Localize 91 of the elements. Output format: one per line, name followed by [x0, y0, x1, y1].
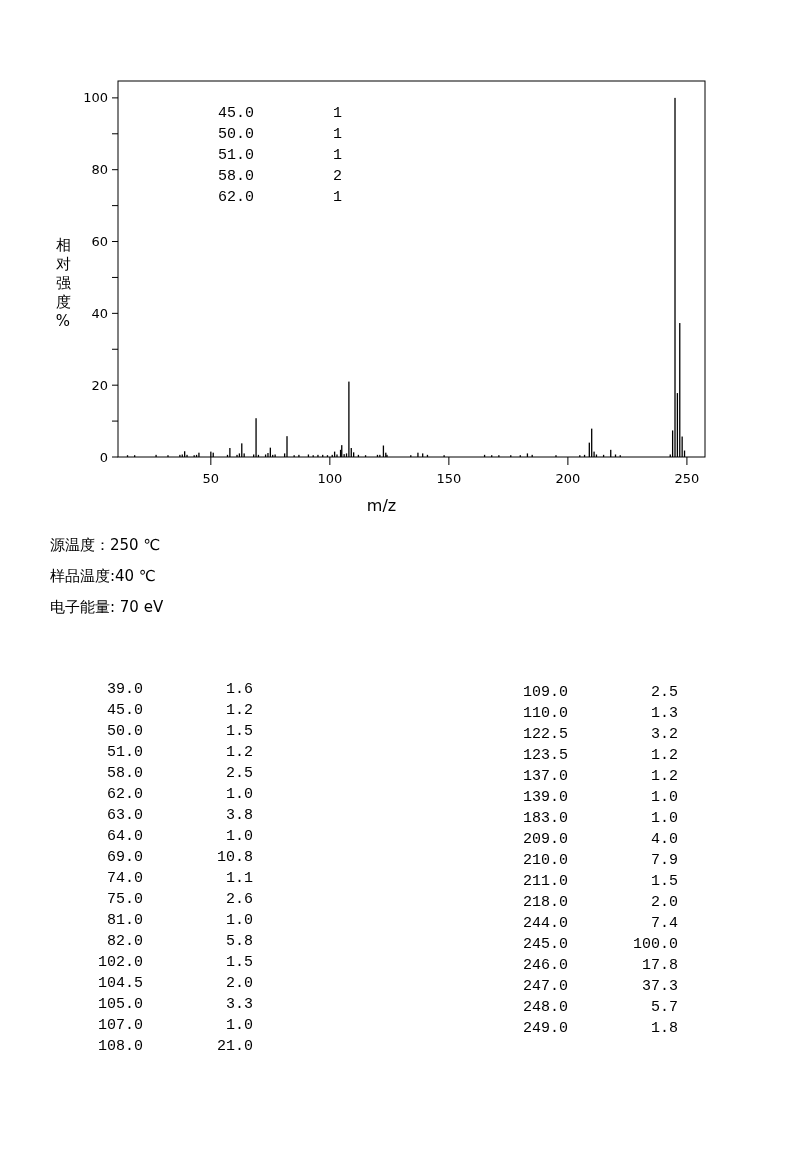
text: 50.0 1	[217, 126, 342, 143]
text: 21.0	[216, 1038, 253, 1055]
category-label: 247.0	[522, 978, 568, 995]
text: 10.8	[216, 849, 253, 866]
category-label: 211.0	[522, 873, 568, 890]
text: 样品温度:40 ℃	[50, 567, 156, 585]
category-label: 248.0	[522, 999, 568, 1016]
x-tick-label: 150	[436, 471, 462, 486]
y-tick-label: 20	[91, 377, 108, 393]
text: 4.0	[650, 831, 678, 848]
category-label: 183.0	[522, 810, 568, 827]
text: 1.0	[225, 912, 253, 929]
text: 1.2	[225, 744, 253, 761]
text: 37.3	[641, 978, 678, 995]
category-label: 64.0	[106, 828, 143, 845]
x-axis-title: m/z	[366, 496, 397, 515]
text: 1.2	[650, 768, 678, 785]
y-tick-label: 40	[91, 305, 108, 321]
text: 1.8	[650, 1020, 678, 1037]
text: 源温度：250 ℃	[50, 536, 161, 554]
y-tick-label: 60	[91, 234, 108, 250]
category-label: 139.0	[522, 789, 568, 806]
text: 1.5	[225, 954, 253, 971]
text: 1.1	[225, 870, 253, 887]
text: 62.0 1	[217, 189, 342, 206]
category-label: 102.0	[97, 954, 143, 971]
category-label: 104.5	[97, 975, 143, 992]
text: 7.9	[650, 852, 678, 869]
text: 3.2	[650, 726, 678, 743]
text: 51.0 1	[217, 147, 342, 164]
category-label: 210.0	[522, 852, 568, 869]
x-tick-label: 50	[202, 471, 220, 486]
category-label: 62.0	[106, 786, 143, 803]
category-label: 245.0	[522, 936, 568, 953]
text: 2.5	[225, 765, 253, 782]
text: 58.0 2	[217, 168, 342, 185]
category-label: 63.0	[106, 807, 143, 824]
text: 1.5	[650, 873, 678, 890]
text: 1.2	[225, 702, 253, 719]
text: 1.0	[225, 786, 253, 803]
text: 45.0 1	[217, 105, 342, 122]
category-label: 122.5	[522, 726, 568, 743]
y-tick-label: 80	[91, 162, 108, 178]
text: 1.0	[650, 789, 678, 806]
text: 100.0	[632, 936, 678, 953]
y-tick-label: 0	[99, 449, 108, 465]
category-label: 50.0	[106, 723, 143, 740]
text: 5.8	[225, 933, 253, 950]
text: 2.6	[225, 891, 253, 908]
category-label: 51.0	[106, 744, 143, 761]
category-label: 246.0	[522, 957, 568, 974]
category-label: 109.0	[522, 684, 568, 701]
category-label: 249.0	[522, 1020, 568, 1037]
text: 1.3	[650, 705, 678, 722]
text: 1.5	[225, 723, 253, 740]
category-label: 244.0	[522, 915, 568, 932]
category-label: 39.0	[106, 681, 143, 698]
category-label: 69.0	[106, 849, 143, 866]
category-label: 75.0	[106, 891, 143, 908]
category-label: 58.0	[106, 765, 143, 782]
text: 电子能量: 70 eV	[50, 598, 164, 616]
text: 1.0	[225, 828, 253, 845]
y-axis-title: 相对强度%	[55, 236, 71, 330]
category-label: 108.0	[97, 1038, 143, 1055]
category-label: 137.0	[522, 768, 568, 785]
y-tick-label: 100	[83, 90, 108, 106]
text: 1.2	[650, 747, 678, 764]
text: 2.5	[650, 684, 678, 701]
text: 2.0	[650, 894, 678, 911]
x-tick-label: 200	[555, 471, 581, 486]
category-label: 74.0	[106, 870, 143, 887]
text: 3.3	[225, 996, 253, 1013]
x-tick-label: 250	[674, 471, 700, 486]
text: 3.8	[225, 807, 253, 824]
x-tick-label: 100	[317, 471, 343, 486]
category-label: 209.0	[522, 831, 568, 848]
text: 7.4	[650, 915, 678, 932]
text: 17.8	[641, 957, 678, 974]
text: 1.6	[225, 681, 253, 698]
category-label: 45.0	[106, 702, 143, 719]
text: 5.7	[650, 999, 678, 1016]
category-label: 123.5	[522, 747, 568, 764]
category-label: 107.0	[97, 1017, 143, 1034]
text: 2.0	[225, 975, 253, 992]
category-label: 218.0	[522, 894, 568, 911]
category-label: 81.0	[106, 912, 143, 929]
text: 1.0	[650, 810, 678, 827]
text: 1.0	[225, 1017, 253, 1034]
category-label: 82.0	[106, 933, 143, 950]
category-label: 105.0	[97, 996, 143, 1013]
category-label: 110.0	[522, 705, 568, 722]
